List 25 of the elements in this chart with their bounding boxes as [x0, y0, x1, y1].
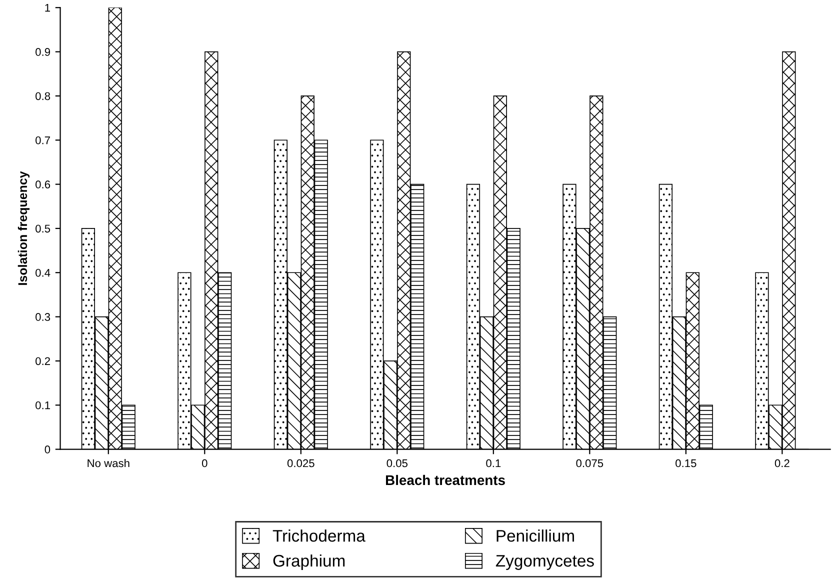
x-axis-title: Bleach treatments	[386, 474, 505, 486]
x-tick-label: 0	[202, 459, 208, 468]
y-tick-label: 0.9	[36, 48, 50, 56]
y-tick-label: 0.6	[36, 180, 50, 188]
x-tick-label: No wash	[88, 459, 130, 468]
y-tick-label: 0.7	[36, 136, 50, 144]
x-tick-label: 0.05	[386, 459, 408, 468]
y-tick-label: 0.1	[36, 401, 50, 410]
x-tick-label: 0.075	[576, 459, 604, 468]
y-axis-title: Isolation frequency	[18, 171, 30, 285]
x-tick-label: 0.025	[287, 459, 314, 468]
y-tick-label: 0.3	[36, 313, 50, 321]
y-tick-label: 0.8	[36, 92, 50, 100]
legend-label: Trichoderma	[272, 530, 366, 542]
x-tick-label: 0.15	[676, 459, 696, 468]
legend-label: Penicillium	[496, 530, 574, 542]
legend-label: Graphium	[273, 554, 345, 570]
y-tick-label: 0	[44, 446, 50, 454]
y-tick-label: 1	[45, 4, 50, 12]
y-tick-label: 0.5	[36, 224, 50, 233]
legend-label: Zygomycetes	[496, 555, 594, 570]
y-tick-label: 0.4	[36, 268, 50, 277]
y-tick-label: 0.2	[36, 357, 50, 366]
x-tick-label: 0.2	[774, 459, 790, 468]
x-tick-label: 0.1	[486, 459, 501, 468]
